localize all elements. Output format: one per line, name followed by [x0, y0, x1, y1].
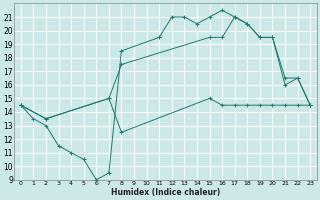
- X-axis label: Humidex (Indice chaleur): Humidex (Indice chaleur): [111, 188, 220, 197]
